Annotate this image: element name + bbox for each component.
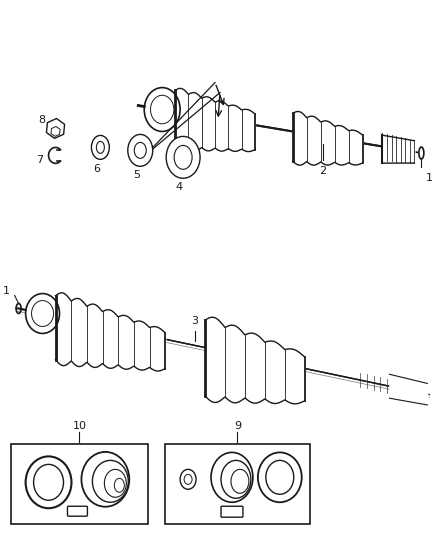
Ellipse shape [128,134,153,166]
Bar [11,445,148,524]
Text: 1: 1 [426,173,433,183]
Text: 5: 5 [133,170,140,180]
Text: 1: 1 [3,286,10,296]
Ellipse shape [180,470,196,489]
Text: 7: 7 [36,155,43,165]
Text: 8: 8 [38,116,45,125]
FancyBboxPatch shape [221,506,243,517]
Ellipse shape [25,456,71,508]
Text: 10: 10 [72,422,86,432]
Text: 4: 4 [176,182,183,192]
Ellipse shape [81,452,129,507]
Bar [165,445,310,524]
Ellipse shape [166,136,200,178]
Ellipse shape [92,461,128,502]
Ellipse shape [104,470,126,497]
FancyBboxPatch shape [67,506,88,516]
Ellipse shape [258,453,302,502]
Ellipse shape [92,135,110,159]
Ellipse shape [114,478,124,492]
Ellipse shape [144,87,180,132]
Text: 2: 2 [319,166,326,176]
Text: 6: 6 [93,164,100,174]
Ellipse shape [211,453,253,502]
Ellipse shape [221,461,251,498]
Ellipse shape [25,294,60,334]
Ellipse shape [266,461,294,494]
Text: 9: 9 [234,422,241,432]
Text: 3: 3 [191,316,198,326]
Ellipse shape [34,464,64,500]
Ellipse shape [231,470,249,493]
